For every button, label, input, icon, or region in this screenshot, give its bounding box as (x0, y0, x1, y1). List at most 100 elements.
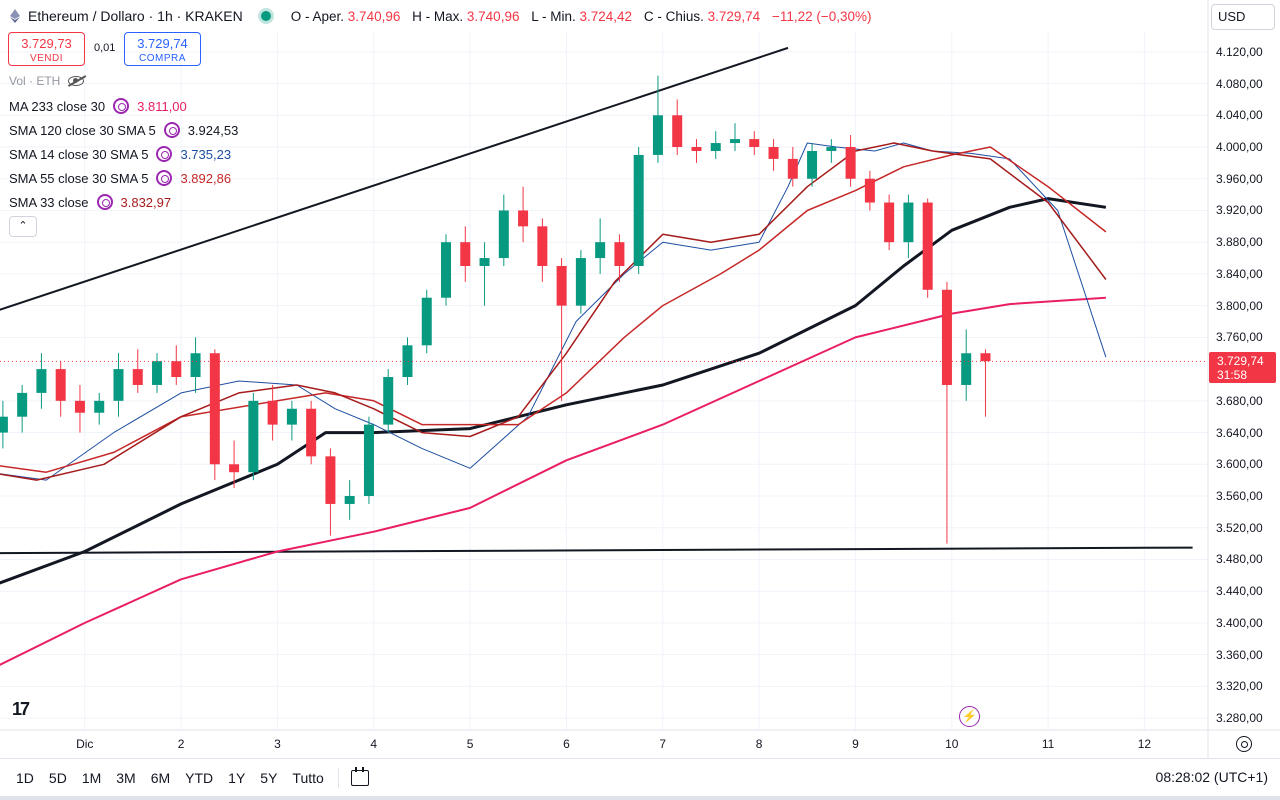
ohlc-readout: O - Aper. 3.740,96 H - Max. 3.740,96 L -… (291, 9, 880, 24)
buy-label: COMPRA (139, 53, 186, 64)
price-tick-label: 3.640,00 (1216, 425, 1263, 440)
refresh-icon[interactable] (156, 170, 173, 186)
candle-body (113, 369, 124, 401)
range-button[interactable]: 1M (81, 769, 102, 786)
candle-body (209, 353, 220, 465)
candle-body (652, 115, 663, 155)
range-button[interactable]: 3M (116, 769, 136, 786)
indicator-value: 3.892,86 (180, 170, 232, 186)
price-tick-label: 3.920,00 (1216, 203, 1263, 218)
candle-body (421, 297, 432, 346)
time-tick-label: 7 (659, 737, 667, 751)
sell-button[interactable]: 3.729,73 VENDI (8, 32, 85, 66)
time-tick-label: Dic (76, 737, 94, 751)
indicator-value: 3.832,97 (120, 194, 172, 210)
volume-legend[interactable]: Vol · ETH (9, 74, 85, 88)
buy-button[interactable]: 3.729,74 COMPRA (124, 32, 201, 66)
price-tick-label: 3.520,00 (1216, 520, 1263, 535)
indicator-label: SMA 14 close 30 SMA 5 (9, 146, 149, 162)
indicator-row[interactable]: MA 233 close 30 3.811,00 (9, 96, 187, 116)
indicator-row[interactable]: SMA 120 close 30 SMA 5 3.924,53 (9, 120, 238, 140)
candle-body (633, 154, 644, 266)
indicator-row[interactable]: SMA 33 close 3.832,97 (9, 192, 171, 212)
range-button[interactable]: 5Y (260, 769, 278, 786)
low-value: 3.724,42 (579, 8, 633, 24)
sell-price: 3.729,73 (21, 36, 72, 51)
price-tick-label: 3.760,00 (1216, 330, 1263, 345)
open-label: O - Aper. (290, 8, 345, 24)
candle-body (229, 464, 240, 473)
symbol-title[interactable]: Ethereum / Dollaro · 1h · KRAKEN (28, 8, 243, 24)
time-tick-label: 4 (370, 737, 378, 751)
open-value: 3.740,96 (347, 8, 401, 24)
range-button[interactable]: 1Y (228, 769, 246, 786)
candle-body (980, 353, 991, 362)
time-tick-label: 12 (1137, 737, 1152, 751)
lightning-icon[interactable]: ⚡ (959, 706, 980, 727)
candle-body (941, 289, 952, 385)
candle-body (614, 242, 625, 266)
candle-body (498, 210, 509, 259)
calendar-icon[interactable] (350, 766, 369, 786)
series-line (0, 296, 1106, 666)
price-tick-label: 3.320,00 (1216, 679, 1263, 694)
price-tick-label: 3.880,00 (1216, 235, 1263, 250)
price-tick-label: 3.960,00 (1216, 171, 1263, 186)
clock[interactable]: 08:28:02 (UTC+1) (1155, 769, 1268, 785)
sell-label: VENDI (29, 53, 64, 64)
candle-body (595, 242, 606, 259)
range-button[interactable]: YTD (185, 769, 214, 786)
trendline (0, 546, 1193, 555)
time-tick-label: 8 (755, 737, 763, 751)
range-button[interactable]: 5D (48, 769, 67, 786)
candle-body (518, 210, 529, 227)
candle-body (884, 202, 895, 243)
candle-body (17, 392, 28, 417)
indicator-row[interactable]: SMA 14 close 30 SMA 5 3.735,23 (9, 144, 231, 164)
trendlines (0, 46, 1193, 555)
price-tick-label: 4.040,00 (1216, 108, 1263, 123)
last-price-value: 3.729,74 (1217, 354, 1264, 368)
time-tick-label: 11 (1041, 737, 1055, 751)
candle-body (710, 143, 721, 151)
candle-body (922, 202, 933, 290)
eye-hidden-icon[interactable] (68, 76, 85, 86)
range-button[interactable]: Tutto (292, 769, 324, 786)
high-label: H - Max. (412, 8, 464, 24)
gear-icon[interactable] (1236, 736, 1252, 752)
close-label: C - Chius. (643, 8, 704, 24)
refresh-icon[interactable] (156, 146, 173, 162)
refresh-icon[interactable] (113, 98, 130, 114)
candle-body (55, 369, 66, 401)
candle-body (152, 361, 163, 385)
candle-body (383, 377, 394, 425)
currency-selector[interactable]: USD (1211, 4, 1275, 30)
candle-body (826, 147, 837, 151)
indicator-value: 3.735,23 (180, 146, 232, 162)
range-button[interactable]: 1D (16, 769, 34, 786)
candle-body (267, 400, 278, 425)
price-tick-label: 4.120,00 (1216, 44, 1263, 59)
refresh-icon[interactable] (163, 122, 180, 138)
candle-body (479, 258, 490, 266)
candle-body (190, 353, 201, 378)
candle-body (460, 242, 471, 266)
refresh-icon[interactable] (96, 194, 113, 210)
candle-body (768, 147, 779, 159)
candle-body (672, 115, 683, 148)
chart-grid (0, 32, 1208, 730)
time-tick-label: 3 (274, 737, 281, 751)
close-value: 3.729,74 (707, 8, 761, 24)
indicator-label: SMA 120 close 30 SMA 5 (9, 122, 156, 138)
range-button[interactable]: 6M (150, 769, 171, 786)
market-open-dot (260, 11, 271, 21)
candle-body (36, 369, 47, 393)
time-tick-label: 2 (177, 737, 185, 751)
change-value: −11,22 (−0,30%) (771, 8, 872, 24)
candle-body (903, 202, 914, 243)
collapse-legend-button[interactable]: ⌃ (9, 216, 37, 237)
tradingview-logo[interactable]: 17 (12, 699, 30, 719)
indicator-row[interactable]: SMA 55 close 30 SMA 5 3.892,86 (9, 168, 231, 188)
toolbar-divider (337, 767, 339, 788)
